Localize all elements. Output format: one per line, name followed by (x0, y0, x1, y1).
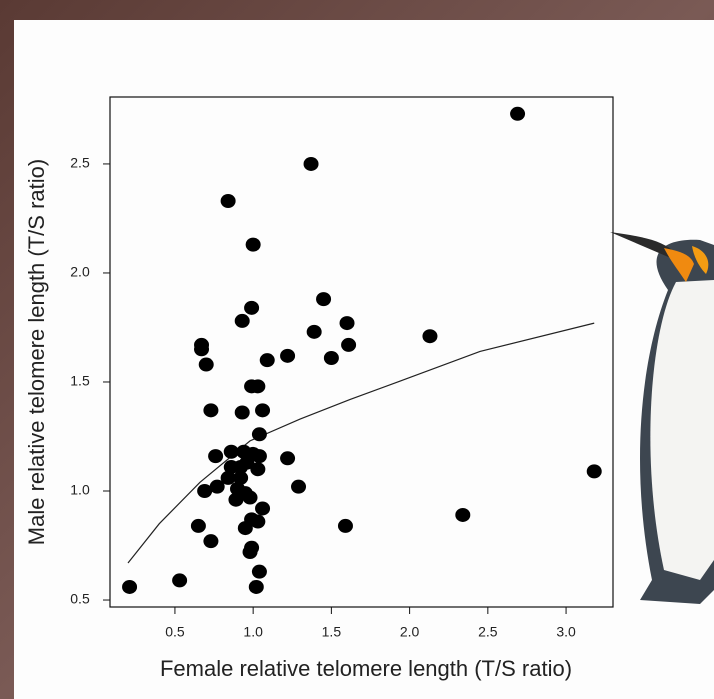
data-point (234, 313, 250, 328)
y-tick-label: 1.5 (70, 373, 90, 389)
data-point (234, 405, 250, 420)
x-axis-title: Female relative telomere length (T/S rat… (160, 656, 572, 681)
data-point (255, 501, 271, 516)
plot-frame (109, 96, 614, 608)
x-tick-label: 1.0 (243, 624, 263, 640)
data-point (339, 316, 355, 331)
data-point (341, 337, 357, 352)
x-tick-label: 3.0 (556, 624, 576, 640)
data-point (280, 451, 296, 466)
data-point (172, 573, 188, 588)
data-point (455, 507, 471, 522)
data-point (237, 521, 253, 536)
data-point (220, 470, 236, 485)
data-point (250, 514, 266, 529)
y-tick-label: 2.5 (70, 155, 90, 171)
data-point (208, 449, 224, 464)
data-point (194, 342, 210, 357)
data-point (122, 579, 138, 594)
data-point (242, 545, 258, 560)
data-point (198, 357, 214, 372)
y-tick-label: 0.5 (70, 591, 90, 607)
data-point (248, 579, 264, 594)
x-tick-label: 2.0 (400, 624, 420, 640)
data-point (337, 518, 353, 533)
data-point (251, 564, 267, 579)
data-point (251, 449, 267, 464)
data-point (303, 156, 319, 171)
data-point (220, 194, 236, 209)
x-tick-label: 1.5 (322, 624, 342, 640)
data-point (250, 379, 266, 394)
data-point (228, 492, 244, 507)
x-tick-label: 2.5 (478, 624, 498, 640)
fit-curve (127, 322, 595, 564)
y-tick-label: 2.0 (70, 264, 90, 280)
data-point (242, 490, 258, 505)
data-point (244, 300, 260, 315)
data-point (203, 403, 219, 418)
data-point (245, 237, 261, 252)
chart-panel (14, 20, 714, 699)
x-tick-label: 0.5 (165, 624, 185, 640)
data-point (259, 353, 275, 368)
data-point (255, 403, 271, 418)
data-point (190, 518, 206, 533)
data-point (197, 484, 213, 499)
penguin (610, 232, 714, 604)
data-point (223, 444, 239, 459)
data-point (209, 479, 225, 494)
data-point (316, 292, 332, 307)
data-point (250, 462, 266, 477)
y-tick-label: 1.0 (70, 482, 90, 498)
data-point (239, 455, 255, 470)
data-point (251, 427, 267, 442)
data-point (280, 348, 296, 363)
data-point (510, 106, 526, 121)
data-point (306, 324, 322, 339)
data-point (233, 470, 249, 485)
data-point (422, 329, 438, 344)
data-point (323, 350, 339, 365)
data-point (586, 464, 602, 479)
data-point (291, 479, 307, 494)
data-point (203, 534, 219, 549)
y-axis-title: Male relative telomere length (T/S ratio… (24, 159, 49, 545)
